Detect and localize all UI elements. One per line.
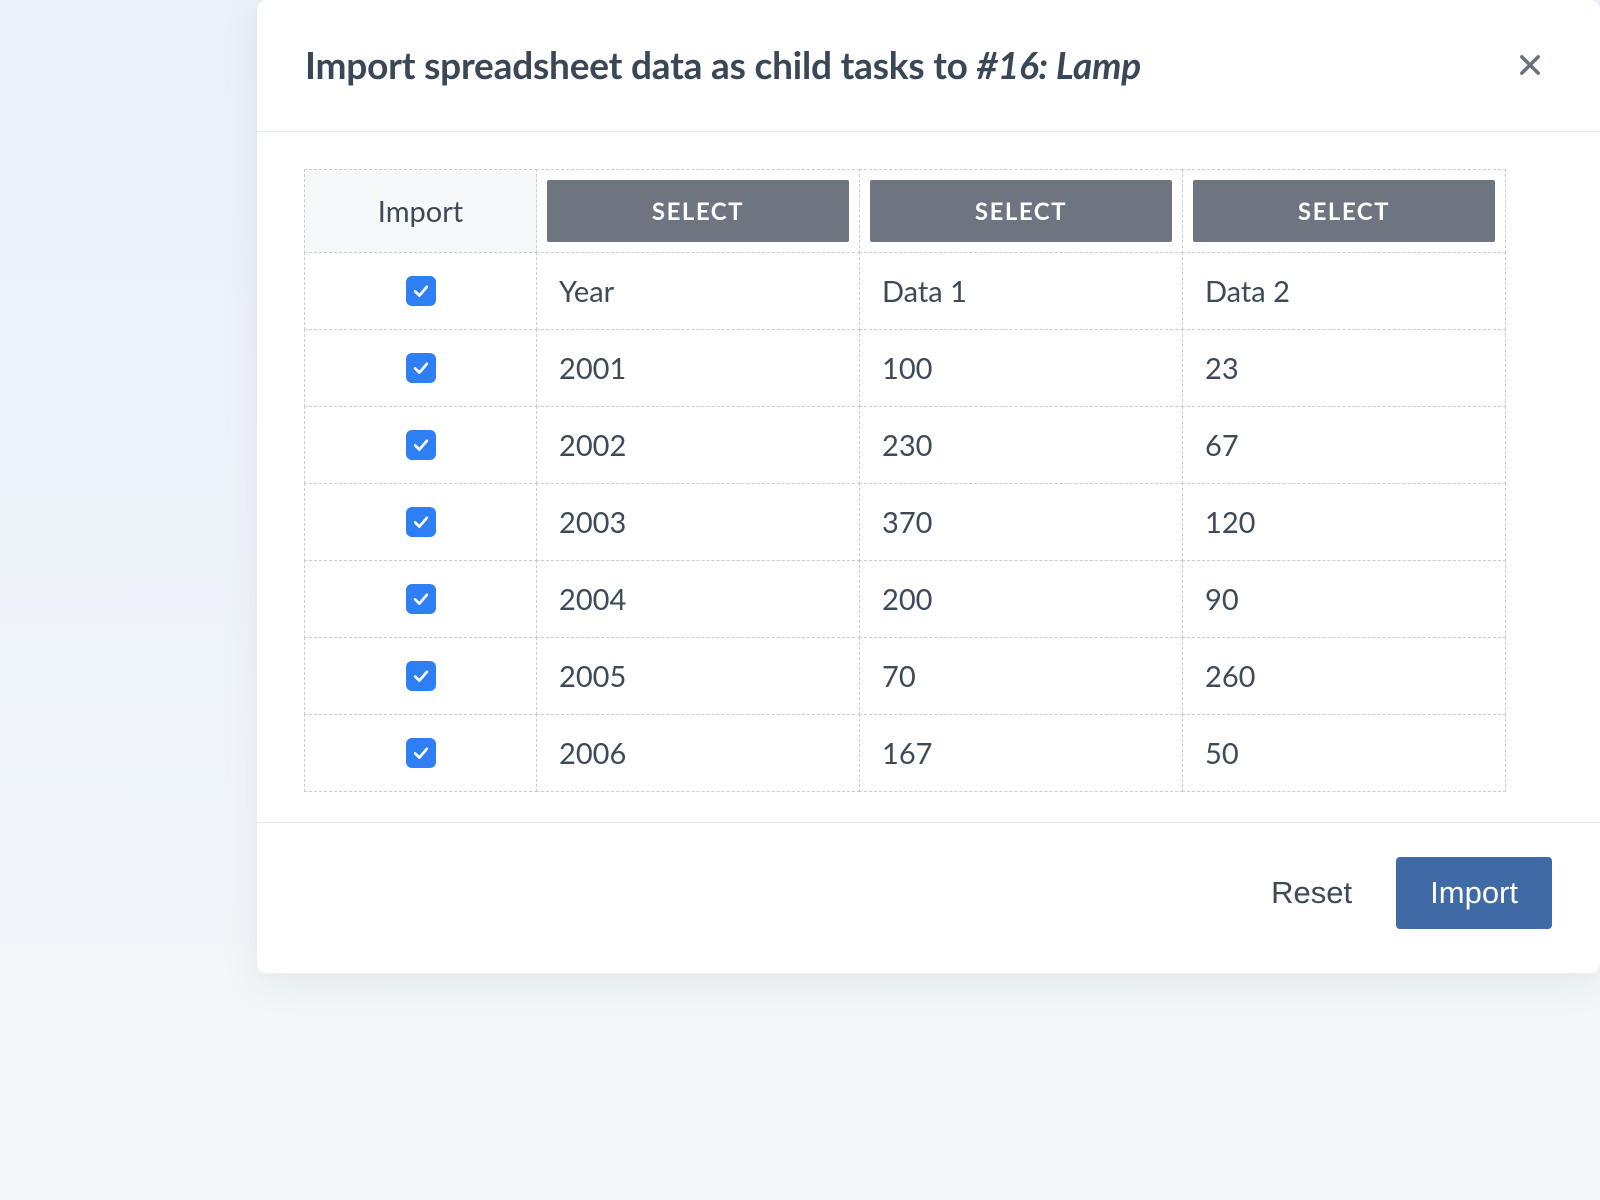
row-import-checkbox-cell xyxy=(304,329,537,407)
close-button[interactable] xyxy=(1508,43,1552,87)
check-icon xyxy=(411,743,431,763)
close-icon xyxy=(1516,51,1544,79)
table-cell: Data 2 xyxy=(1182,252,1506,330)
table-cell: 90 xyxy=(1182,560,1506,638)
table-cell: 2005 xyxy=(536,637,860,715)
row-import-checkbox[interactable] xyxy=(406,507,436,537)
table-cell: 2002 xyxy=(536,406,860,484)
select-column-button[interactable]: SELECT xyxy=(1193,180,1495,242)
page-background: Import spreadsheet data as child tasks t… xyxy=(0,0,1600,1200)
modal-body: ImportSELECTSELECTSELECTYearData 1Data 2… xyxy=(257,132,1600,822)
check-icon xyxy=(411,358,431,378)
select-column-button[interactable]: SELECT xyxy=(870,180,1172,242)
table-cell: 167 xyxy=(859,714,1183,792)
table-cell: 120 xyxy=(1182,483,1506,561)
row-import-checkbox-cell xyxy=(304,406,537,484)
select-column-header: SELECT xyxy=(859,169,1183,253)
check-icon xyxy=(411,666,431,686)
row-import-checkbox-cell xyxy=(304,637,537,715)
table-cell: 370 xyxy=(859,483,1183,561)
check-icon xyxy=(411,512,431,532)
table-cell: 200 xyxy=(859,560,1183,638)
table-cell: 100 xyxy=(859,329,1183,407)
table-cell: 2001 xyxy=(536,329,860,407)
import-grid: ImportSELECTSELECTSELECTYearData 1Data 2… xyxy=(305,170,1506,792)
check-icon xyxy=(411,281,431,301)
modal-title-task: #16: Lamp xyxy=(976,42,1140,87)
table-cell: Data 1 xyxy=(859,252,1183,330)
import-column-header: Import xyxy=(304,169,537,253)
reset-button[interactable]: Reset xyxy=(1265,865,1358,921)
modal-title-prefix: Import spreadsheet data as child tasks t… xyxy=(305,42,976,87)
check-icon xyxy=(411,589,431,609)
table-cell: 260 xyxy=(1182,637,1506,715)
select-column-header: SELECT xyxy=(536,169,860,253)
select-column-header: SELECT xyxy=(1182,169,1506,253)
row-import-checkbox-cell xyxy=(304,560,537,638)
table-cell: 67 xyxy=(1182,406,1506,484)
table-cell: 50 xyxy=(1182,714,1506,792)
row-import-checkbox[interactable] xyxy=(406,738,436,768)
row-import-checkbox[interactable] xyxy=(406,430,436,460)
table-cell: 2003 xyxy=(536,483,860,561)
table-cell: 2004 xyxy=(536,560,860,638)
row-import-checkbox-cell xyxy=(304,252,537,330)
import-modal: Import spreadsheet data as child tasks t… xyxy=(257,0,1600,973)
import-button[interactable]: Import xyxy=(1396,857,1552,929)
table-cell: 23 xyxy=(1182,329,1506,407)
row-import-checkbox[interactable] xyxy=(406,584,436,614)
row-import-checkbox-cell xyxy=(304,714,537,792)
table-cell: 230 xyxy=(859,406,1183,484)
select-column-button[interactable]: SELECT xyxy=(547,180,849,242)
table-cell: Year xyxy=(536,252,860,330)
modal-header: Import spreadsheet data as child tasks t… xyxy=(257,0,1600,131)
modal-footer: Reset Import xyxy=(257,823,1600,973)
check-icon xyxy=(411,435,431,455)
table-cell: 70 xyxy=(859,637,1183,715)
row-import-checkbox[interactable] xyxy=(406,353,436,383)
table-cell: 2006 xyxy=(536,714,860,792)
row-import-checkbox-cell xyxy=(304,483,537,561)
row-import-checkbox[interactable] xyxy=(406,276,436,306)
modal-title: Import spreadsheet data as child tasks t… xyxy=(305,42,1141,87)
row-import-checkbox[interactable] xyxy=(406,661,436,691)
